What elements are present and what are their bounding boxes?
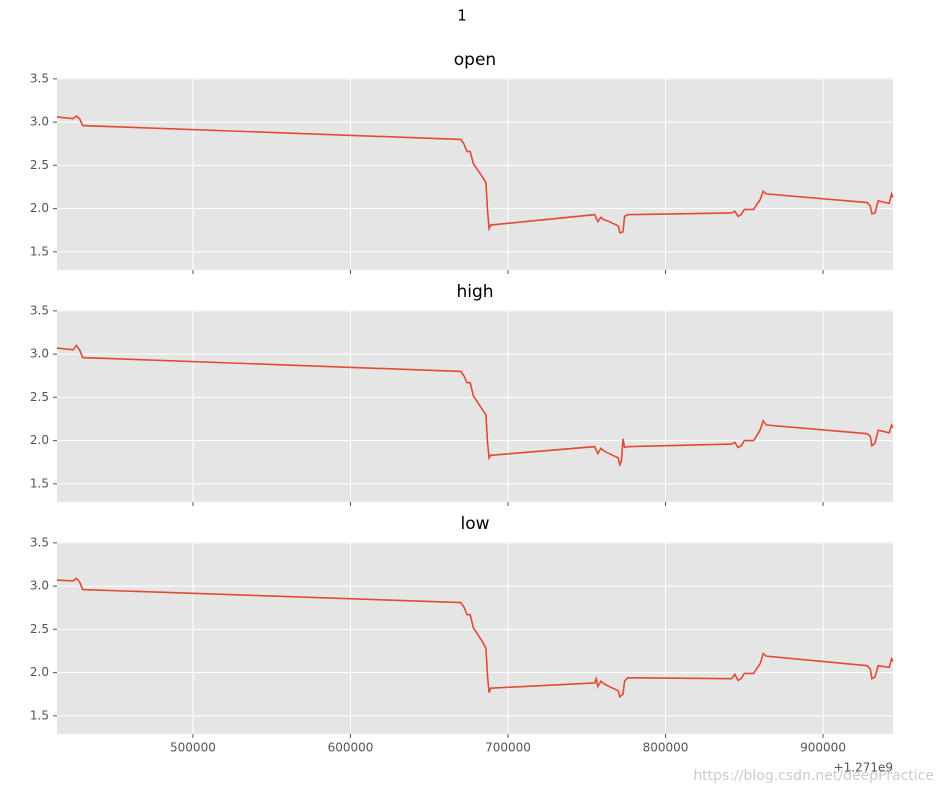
y-tick-label: 1.5 xyxy=(30,476,49,490)
plot-area xyxy=(57,78,893,270)
y-tick-label: 3.5 xyxy=(30,303,49,317)
y-tick-label: 3.0 xyxy=(30,579,49,593)
x-tick-label: 500000 xyxy=(170,741,216,755)
subplot-title: low xyxy=(460,514,489,534)
data-line xyxy=(56,577,894,699)
y-tick-label: 3.5 xyxy=(30,535,49,549)
x-tick-label: 600000 xyxy=(328,741,374,755)
y-tick-label: 2.5 xyxy=(30,390,49,404)
subplot-title: high xyxy=(456,282,493,302)
figure-title: 1 xyxy=(457,7,467,25)
y-tick-label: 3.0 xyxy=(30,115,49,129)
x-tick-label: 800000 xyxy=(643,741,689,755)
x-tick-label: 900000 xyxy=(800,741,846,755)
y-tick-label: 2.5 xyxy=(30,622,49,636)
plot-area xyxy=(57,542,893,734)
x-offset-label: +1.271e9 xyxy=(834,761,893,775)
watermark: https://blog.csdn.net/deepPractice xyxy=(693,768,934,784)
data-line xyxy=(56,344,894,468)
y-tick-label: 2.0 xyxy=(30,201,49,215)
data-line xyxy=(56,115,894,234)
y-tick-label: 3.0 xyxy=(30,347,49,361)
y-tick-label: 1.5 xyxy=(30,244,49,258)
y-tick-label: 2.0 xyxy=(30,433,49,447)
y-tick-label: 1.5 xyxy=(30,708,49,722)
y-tick-label: 3.5 xyxy=(30,71,49,85)
plot-area xyxy=(57,310,893,502)
x-tick-label: 700000 xyxy=(485,741,531,755)
y-tick-label: 2.0 xyxy=(30,665,49,679)
subplot-title: open xyxy=(454,50,496,70)
y-tick-label: 2.5 xyxy=(30,158,49,172)
